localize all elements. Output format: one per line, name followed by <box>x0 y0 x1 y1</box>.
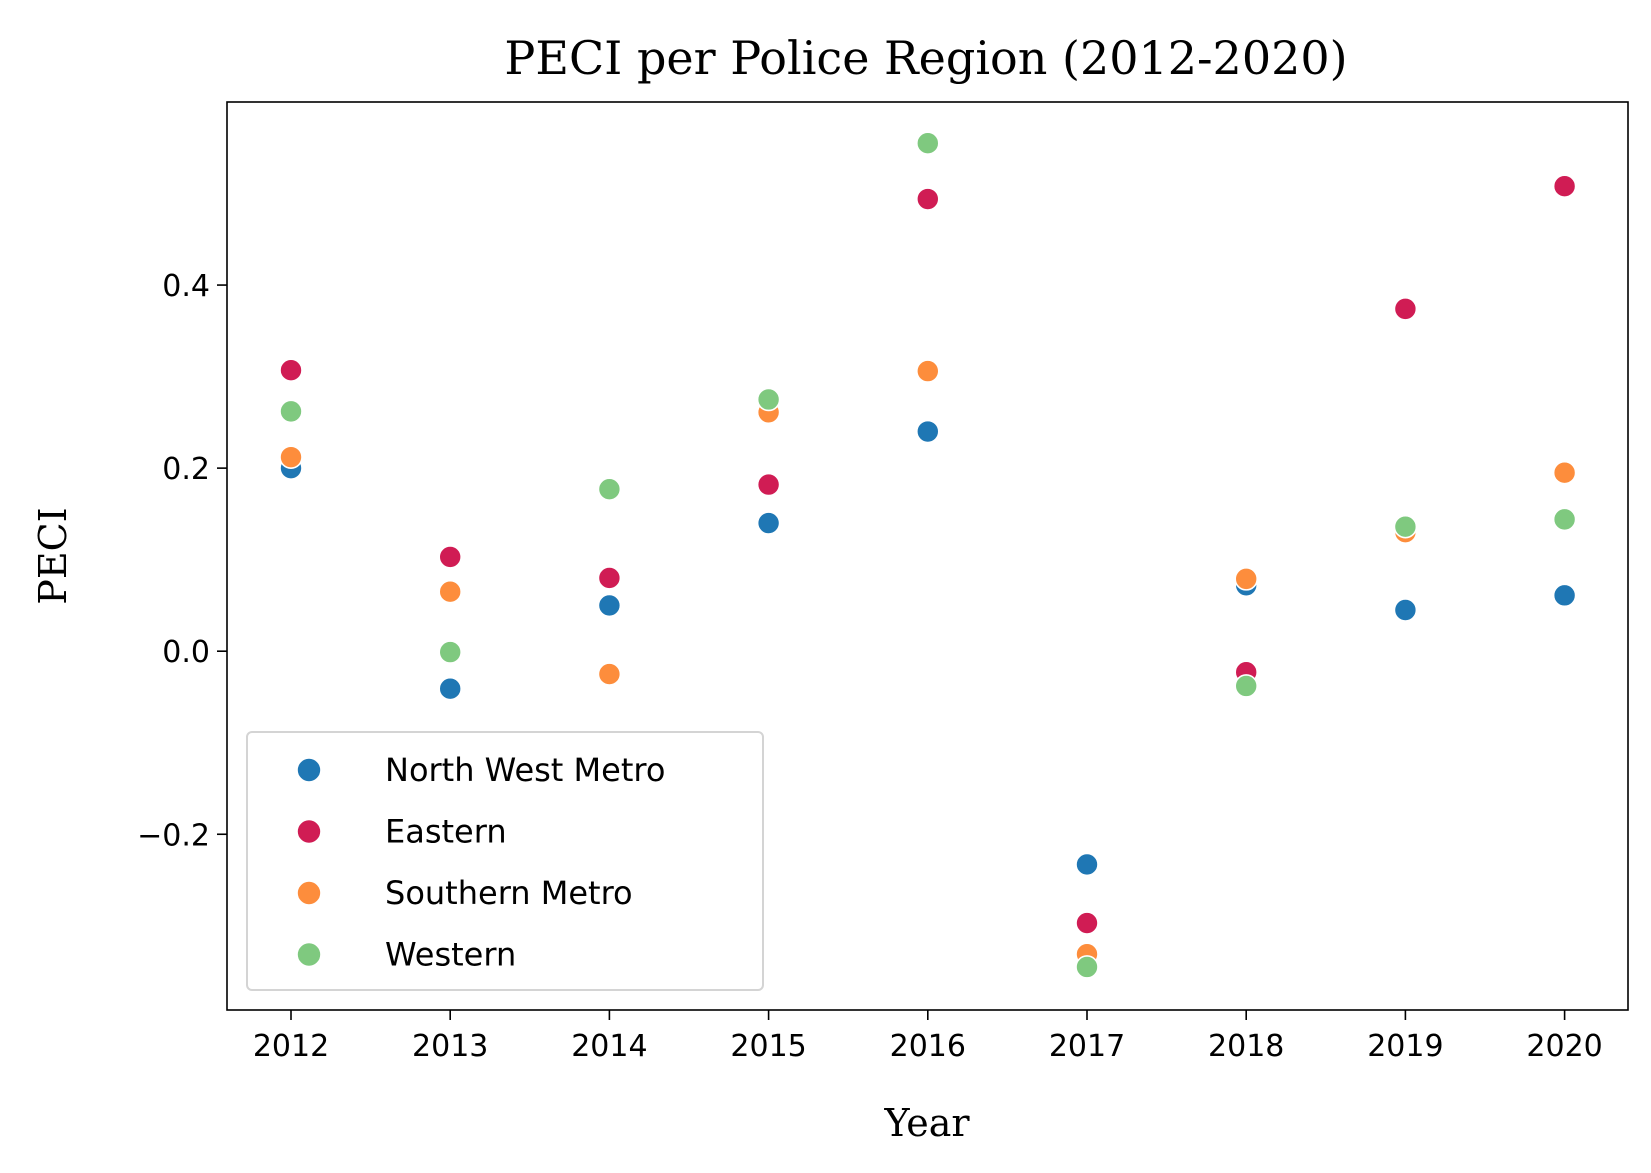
point-southern-metro-2016 <box>915 359 940 383</box>
point-eastern-2015 <box>756 472 781 497</box>
x-tick-label: 2020 <box>1526 1029 1602 1064</box>
legend-marker-eastern <box>296 818 322 845</box>
legend-label-eastern: Eastern <box>385 813 507 851</box>
point-north-west-metro-2014 <box>597 593 622 618</box>
x-tick-label: 2017 <box>1049 1029 1125 1064</box>
x-tick-label: 2015 <box>730 1029 806 1064</box>
point-north-west-metro-2020 <box>1552 583 1577 608</box>
point-eastern-2017 <box>1075 911 1099 935</box>
x-tick-label: 2016 <box>890 1029 966 1064</box>
y-tick-label: 0.0 <box>162 635 210 670</box>
x-tick-label: 2014 <box>571 1029 647 1064</box>
legend-label-southern-metro: Southern Metro <box>385 874 633 912</box>
point-western-2018 <box>1234 674 1258 698</box>
point-western-2019 <box>1393 514 1418 539</box>
legend-box <box>246 731 764 991</box>
x-tick-label: 2019 <box>1367 1029 1443 1064</box>
point-southern-metro-2014 <box>597 662 622 686</box>
y-tick-label: −0.2 <box>137 818 210 853</box>
legend-marker-southern-metro <box>296 880 322 906</box>
y-axis: −0.2 0.0 0.2 0.4 <box>137 269 227 853</box>
legend-marker-western <box>296 941 322 968</box>
y-tick-label: 0.2 <box>162 452 210 487</box>
point-eastern-2019 <box>1393 297 1418 321</box>
point-north-west-metro-2013 <box>438 676 463 701</box>
point-north-west-metro-2016 <box>915 419 940 444</box>
point-southern-metro-2013 <box>438 579 463 604</box>
point-western-2017 <box>1075 955 1099 979</box>
point-north-west-metro-2017 <box>1075 852 1099 877</box>
point-western-2013 <box>438 640 463 664</box>
chart-title: PECI per Police Region (2012-2020) <box>504 31 1347 85</box>
x-tick-label: 2012 <box>253 1029 329 1064</box>
point-southern-metro-2012 <box>279 445 303 469</box>
x-axis: 2012 2013 2014 2015 2016 2017 2018 2019 2020 <box>253 1010 1603 1064</box>
point-western-2014 <box>597 477 622 501</box>
x-axis-label: Year <box>883 1101 970 1145</box>
point-western-2016 <box>915 131 940 155</box>
point-eastern-2016 <box>915 187 940 211</box>
point-western-2015 <box>756 387 781 412</box>
x-tick-label: 2018 <box>1208 1029 1284 1064</box>
point-southern-metro-2018 <box>1234 567 1258 591</box>
data-points <box>279 131 1577 979</box>
point-eastern-2020 <box>1552 174 1577 199</box>
point-western-2020 <box>1552 507 1577 532</box>
y-axis-label: PECI <box>31 507 75 604</box>
legend: North West Metro Eastern Southern Metro Wes… <box>246 731 764 991</box>
legend-marker-north-west-metro <box>296 757 322 783</box>
point-eastern-2014 <box>597 566 622 590</box>
y-tick-label: 0.4 <box>162 269 210 304</box>
legend-label-western: Western <box>385 936 516 974</box>
point-southern-metro-2020 <box>1552 460 1577 485</box>
point-eastern-2013 <box>438 545 463 569</box>
point-eastern-2012 <box>279 358 303 382</box>
x-tick-label: 2013 <box>412 1029 488 1064</box>
legend-label-north-west-metro: North West Metro <box>385 751 665 789</box>
point-north-west-metro-2019 <box>1393 598 1418 622</box>
point-western-2012 <box>279 399 303 424</box>
point-north-west-metro-2015 <box>756 511 781 535</box>
